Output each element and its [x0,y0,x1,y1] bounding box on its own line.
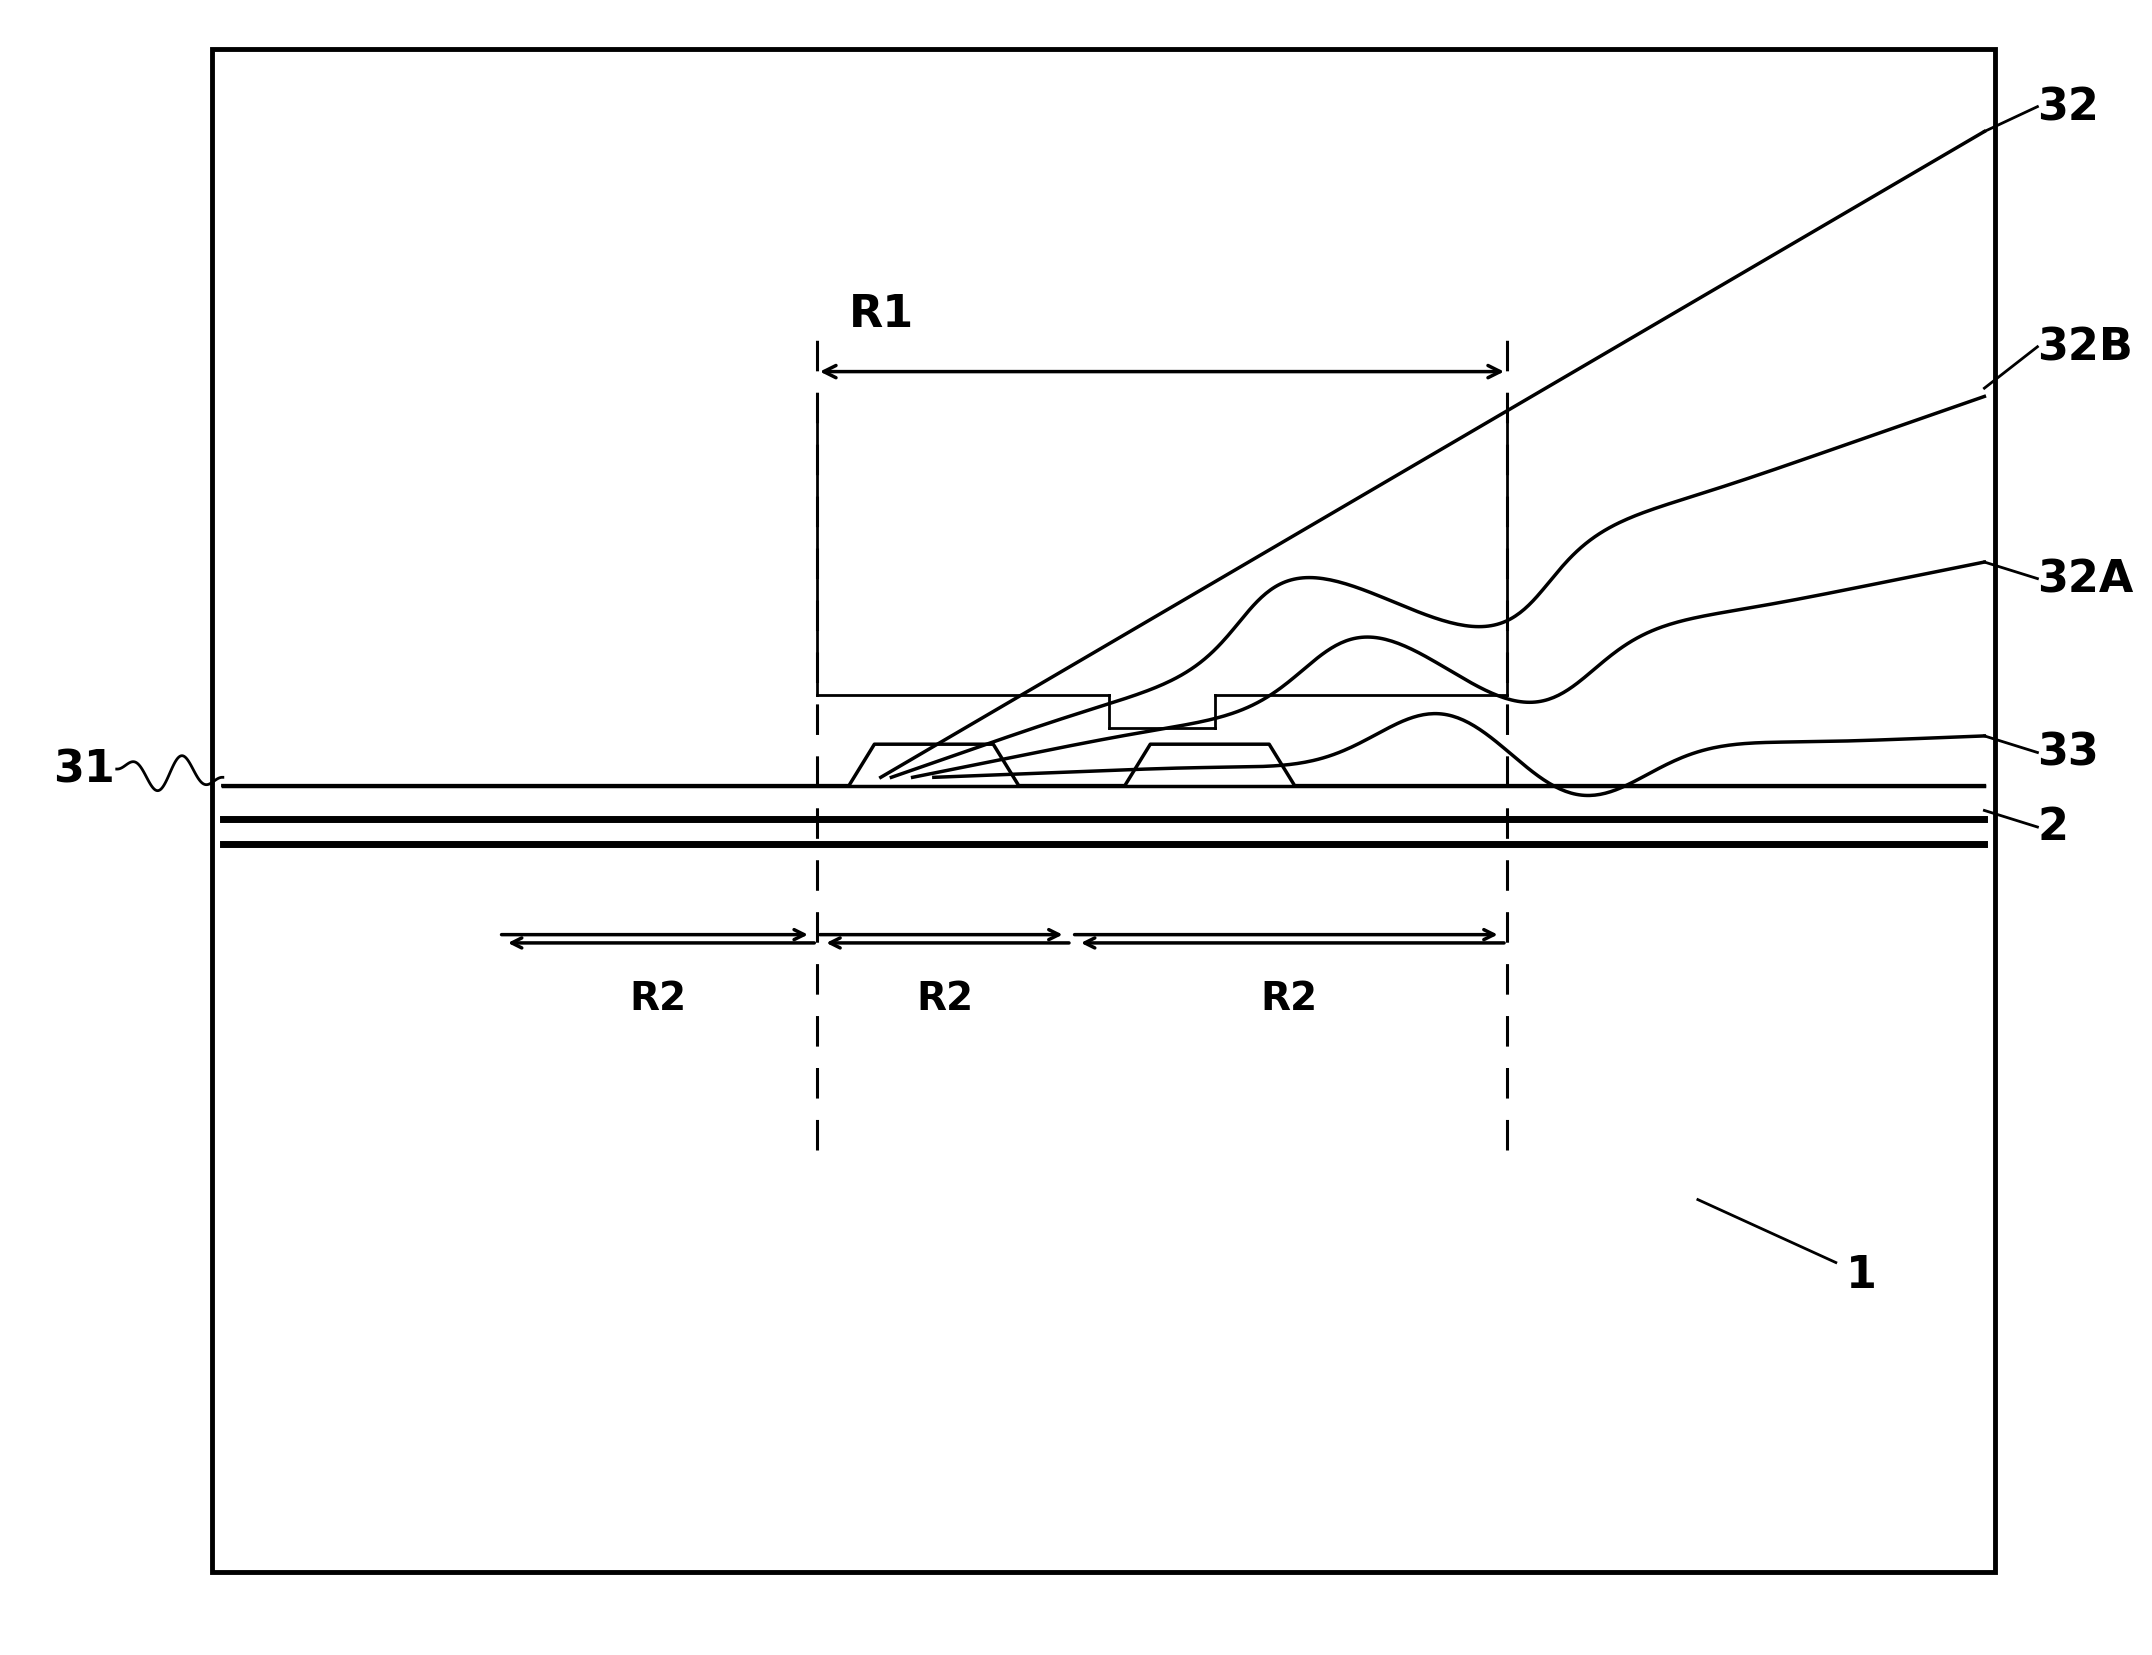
Text: 2: 2 [2038,806,2068,849]
Text: R2: R2 [1261,980,1317,1018]
Text: 33: 33 [2038,732,2098,775]
Text: 32A: 32A [2038,558,2135,601]
Text: 31: 31 [54,748,114,791]
Text: R1: R1 [848,293,915,336]
Text: R2: R2 [628,980,686,1018]
Bar [213,50,1995,1572]
Text: 32: 32 [2038,86,2100,129]
Text: 1: 1 [1846,1253,1877,1296]
Text: R2: R2 [917,980,973,1018]
Text: 32B: 32B [2038,326,2133,369]
